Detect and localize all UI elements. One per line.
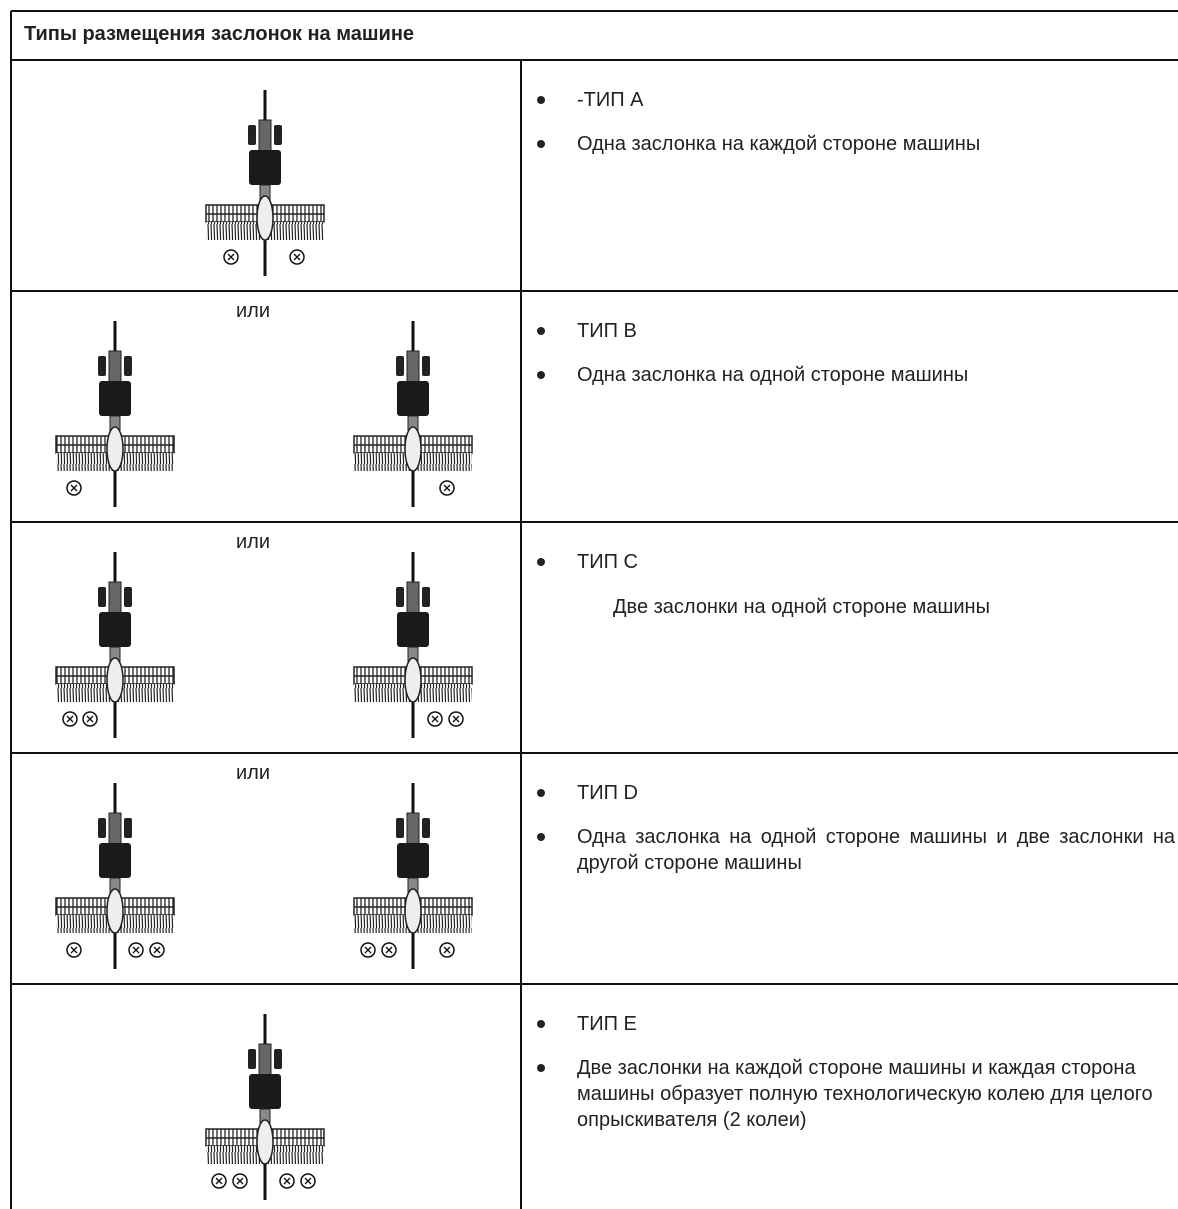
machine-icon	[353, 552, 473, 738]
description: Одна заслонка на одной стороне машины	[577, 364, 969, 386]
bullet	[537, 1020, 545, 1028]
type-label: ТИП C	[577, 551, 638, 573]
description: Одна заслонка на одной стороне машины и …	[577, 826, 1175, 874]
machine-icon	[205, 90, 325, 276]
type-label: ТИП D	[577, 782, 638, 804]
machine-icon	[55, 552, 175, 738]
table-title: Типы размещения заслонок на машине	[24, 23, 415, 45]
bullet	[537, 789, 545, 797]
bullet	[537, 558, 545, 566]
bullet	[537, 833, 545, 841]
bullet	[537, 371, 545, 379]
description: Одна заслонка на каждой стороне машины	[577, 133, 981, 155]
bullet	[537, 1064, 545, 1072]
bullet	[537, 327, 545, 335]
machine-icon	[353, 321, 473, 507]
type-label: ТИП B	[577, 320, 637, 342]
or-label: или	[236, 762, 271, 784]
bullet	[537, 140, 545, 148]
description: Две заслонки на одной стороне машины	[613, 596, 990, 618]
type-label: ТИП E	[577, 1013, 637, 1035]
or-label: или	[236, 300, 271, 322]
description: Две заслонки на каждой стороне машины и …	[577, 1057, 1153, 1131]
machine-icon	[205, 1014, 325, 1200]
machine-icon	[55, 783, 175, 969]
table-borders	[10, 10, 1178, 1209]
machine-icon	[55, 321, 175, 507]
type-label: -ТИП A	[577, 89, 644, 111]
machine-icon	[353, 783, 473, 969]
bullet	[537, 96, 545, 104]
or-label: или	[236, 531, 271, 553]
